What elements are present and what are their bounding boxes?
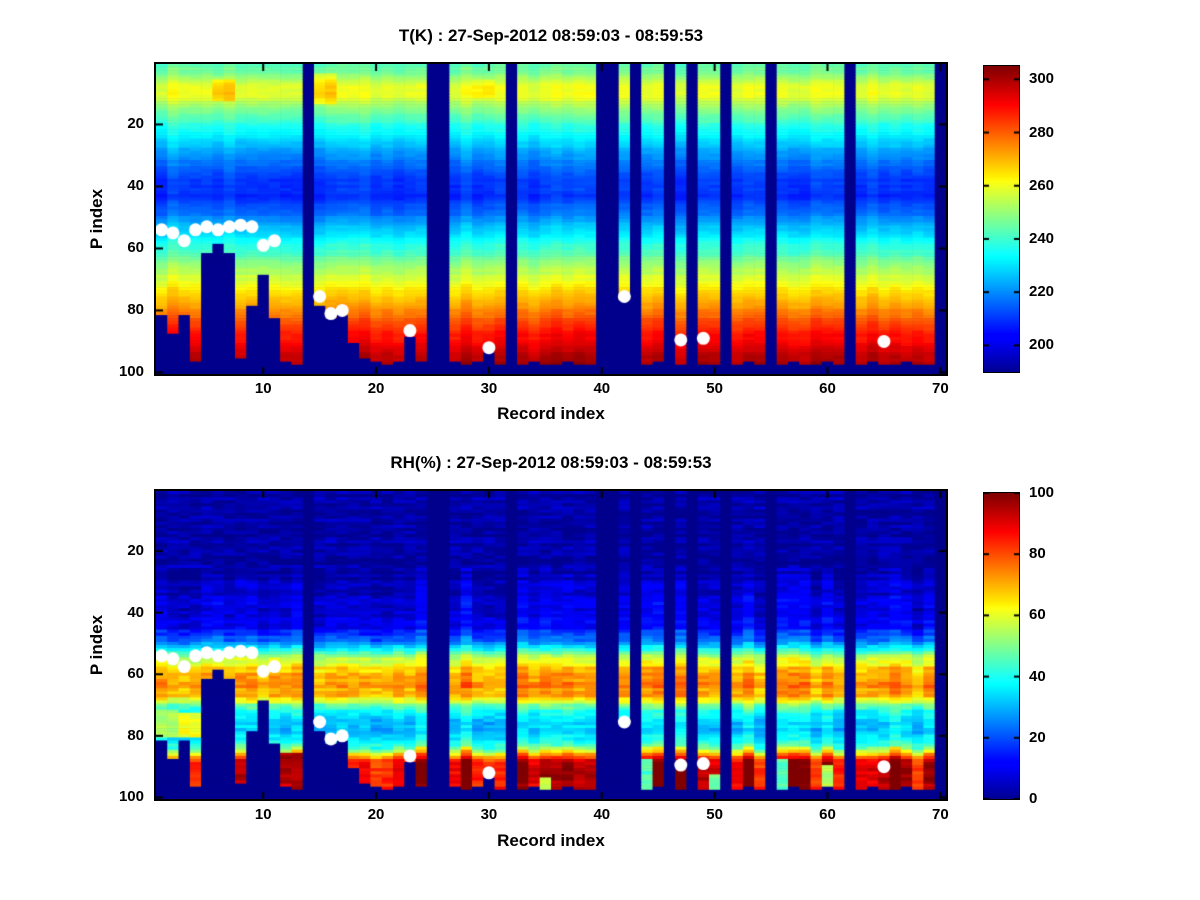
colorbar-tick-label: 20 xyxy=(1029,728,1046,746)
x-tick-label: 70 xyxy=(932,806,949,823)
colorbar-tick-label: 240 xyxy=(1029,229,1055,247)
x-tick-label: 50 xyxy=(706,380,723,397)
colorbar-tick-label: 0 xyxy=(1029,790,1038,807)
x-tick-label: 40 xyxy=(593,806,611,823)
temperature-colorbar xyxy=(983,65,1020,373)
humidity-heatmap xyxy=(154,489,948,801)
x-tick-label: 30 xyxy=(480,380,498,397)
y-tick-label: 60 xyxy=(127,665,144,683)
humidity-x-axis-label: Record index xyxy=(497,831,605,850)
x-tick-label: 60 xyxy=(819,380,836,397)
x-tick-label: 20 xyxy=(367,380,385,397)
x-tick-label: 30 xyxy=(480,806,498,823)
x-tick-label: 20 xyxy=(367,806,385,823)
colorbar-tick-label: 260 xyxy=(1029,176,1055,194)
temperature-plot-title: T(K) : 27-Sep-2012 08:59:03 - 08:59:53 xyxy=(398,26,704,45)
y-tick-label: 100 xyxy=(118,363,144,381)
colorbar-tick-label: 280 xyxy=(1029,123,1055,141)
colorbar-tick-label: 100 xyxy=(1029,484,1055,501)
colorbar-tick-label: 80 xyxy=(1029,545,1046,563)
y-tick-label: 40 xyxy=(127,177,144,195)
y-tick-label: 80 xyxy=(127,301,144,319)
colorbar-tick-label: 300 xyxy=(1029,70,1055,88)
x-tick-label: 50 xyxy=(706,806,723,823)
y-tick-label: 20 xyxy=(127,542,144,560)
y-tick-label: 100 xyxy=(118,788,144,806)
y-tick-label: 20 xyxy=(127,115,144,133)
humidity-plot-title: RH(%) : 27-Sep-2012 08:59:03 - 08:59:53 xyxy=(390,453,712,472)
temperature-heatmap xyxy=(154,62,948,376)
colorbar-tick-label: 220 xyxy=(1029,283,1055,301)
colorbar-tick-label: 60 xyxy=(1029,606,1046,624)
x-tick-label: 40 xyxy=(593,380,611,397)
temperature-x-axis-label: Record index xyxy=(497,404,605,423)
x-tick-label: 70 xyxy=(932,380,949,397)
humidity-colorbar xyxy=(983,492,1020,800)
y-tick-label: 40 xyxy=(127,603,144,621)
x-tick-label: 10 xyxy=(254,380,272,397)
colorbar-tick-label: 40 xyxy=(1029,667,1046,685)
x-tick-label: 60 xyxy=(819,806,836,823)
y-tick-label: 60 xyxy=(127,239,144,257)
colorbar-tick-label: 200 xyxy=(1029,336,1055,354)
y-tick-label: 80 xyxy=(127,726,144,744)
x-tick-label: 10 xyxy=(254,806,272,823)
